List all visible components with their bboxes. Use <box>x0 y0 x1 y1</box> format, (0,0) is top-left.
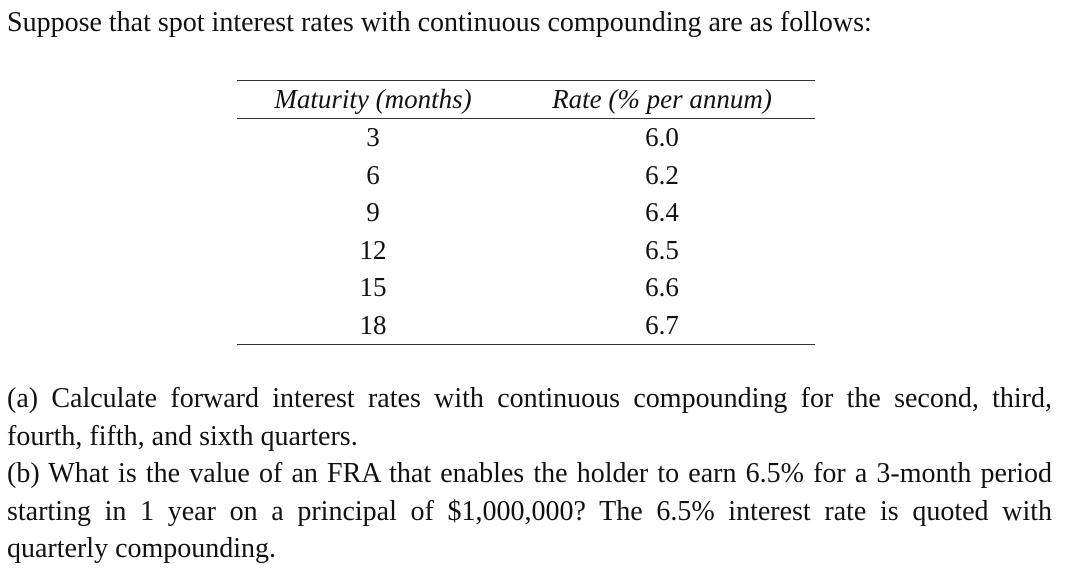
table-row: 6 6.2 <box>237 157 815 195</box>
table-row: 12 6.5 <box>237 232 815 270</box>
maturity-cell: 6 <box>366 159 380 190</box>
rate-cell: 6.2 <box>645 159 679 190</box>
question-b: (b) What is the value of an FRA that ena… <box>7 458 1052 564</box>
maturity-cell: 9 <box>366 197 380 227</box>
maturity-cell: 18 <box>359 309 387 340</box>
maturity-cell: 12 <box>359 234 387 265</box>
rate-cell: 6.0 <box>645 122 679 152</box>
rate-cell: 6.7 <box>645 309 679 340</box>
maturity-cell: 3 <box>366 122 380 152</box>
intro-text: Suppose that spot interest rates with co… <box>7 7 872 38</box>
table-row: 18 6.7 <box>237 307 815 345</box>
rate-header: Rate (% per annum) <box>552 84 772 114</box>
rate-cell: 6.6 <box>645 272 679 302</box>
rate-cell: 6.4 <box>645 197 679 227</box>
question-a: (a) Calculate forward interest rates wit… <box>7 383 1052 452</box>
table-row: 9 6.4 <box>237 194 815 232</box>
rate-cell: 6.5 <box>645 234 679 265</box>
spot-rate-table: Maturity (months) Rate (% per annum) 3 6… <box>237 80 815 345</box>
questions-block: (a) Calculate forward interest rates wit… <box>7 380 1052 568</box>
table-header-row: Maturity (months) Rate (% per annum) <box>237 80 815 119</box>
maturity-header: Maturity (months) <box>274 84 472 114</box>
table-row: 3 6.0 <box>237 119 815 157</box>
maturity-cell: 15 <box>359 272 387 302</box>
table-row: 15 6.6 <box>237 269 815 307</box>
